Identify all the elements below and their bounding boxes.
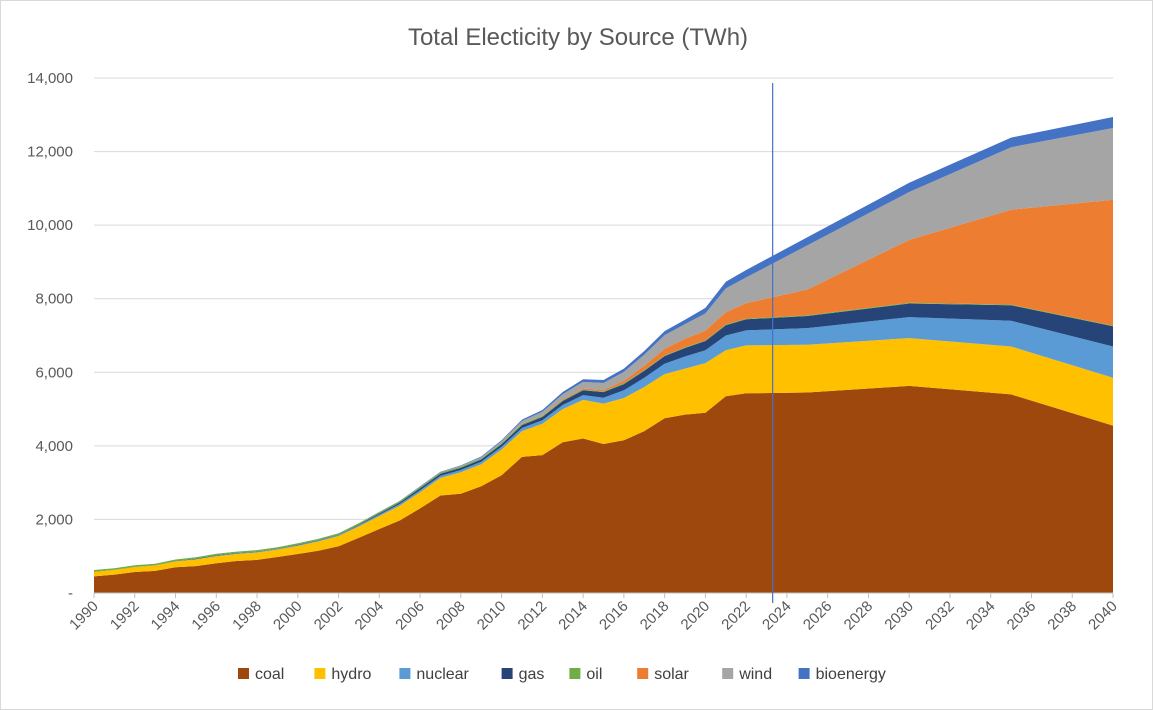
legend-item-solar: solar — [637, 666, 690, 683]
x-tick-label: 2018 — [637, 598, 673, 634]
legend-label-nuclear: nuclear — [416, 666, 469, 683]
x-tick-label: 1996 — [188, 598, 224, 634]
x-tick-label: 2040 — [1085, 598, 1121, 634]
y-tick-label: 4,000 — [35, 438, 73, 455]
legend-label-hydro: hydro — [331, 666, 371, 683]
chart-title: Total Electicity by Source (TWh) — [408, 24, 748, 51]
x-tick-label: 1994 — [148, 598, 184, 634]
legend: coal hydro nuclear gas oil solar wind bioenergy — [238, 666, 886, 683]
legend-item-bioenergy: bioenergy — [798, 666, 886, 683]
x-tick-label: 2004 — [352, 598, 388, 634]
legend-item-hydro: hydro — [314, 666, 372, 683]
legend-swatch-bioenergy — [798, 668, 810, 679]
x-tick-label: 2038 — [1044, 598, 1080, 634]
legend-swatch-nuclear — [399, 668, 411, 679]
legend-label-solar: solar — [654, 666, 689, 683]
legend-label-gas: gas — [519, 666, 545, 683]
x-tick-label: 2000 — [270, 598, 306, 634]
x-tick-label: 2008 — [433, 598, 469, 634]
x-tick-label: 2014 — [555, 598, 591, 634]
legend-label-wind: wind — [738, 666, 772, 683]
x-tick-label: 2002 — [311, 598, 347, 634]
y-tick-label: 14,000 — [27, 70, 73, 87]
y-tick-label: 12,000 — [27, 144, 73, 161]
x-tick-label: 2024 — [759, 598, 795, 634]
legend-item-wind: wind — [722, 666, 772, 683]
legend-item-coal: coal — [238, 666, 284, 683]
x-tick-label: 2032 — [922, 598, 958, 634]
legend-swatch-coal — [238, 668, 249, 679]
grid-layer — [94, 77, 1113, 520]
x-tick-label: 2022 — [718, 598, 754, 634]
legend-swatch-oil — [569, 668, 581, 679]
x-tick-label: 2028 — [841, 598, 877, 634]
legend-item-oil: oil — [569, 666, 602, 683]
area-hydro — [94, 338, 1113, 577]
y-tick-label: - — [68, 585, 73, 602]
x-tick-label: 2030 — [881, 598, 917, 634]
legend-item-gas: gas — [501, 666, 545, 683]
x-tick-label: 2020 — [678, 598, 714, 634]
x-tick-label: 1990 — [66, 598, 102, 634]
legend-swatch-wind — [722, 668, 734, 679]
x-tick-label: 2016 — [596, 598, 632, 634]
area-solar — [94, 199, 1113, 571]
area-wind — [94, 128, 1113, 570]
x-tick-label: 1998 — [229, 598, 265, 634]
x-tick-label: 2006 — [392, 598, 428, 634]
y-tick-label: 2,000 — [35, 511, 73, 528]
y-tick-label: 10,000 — [27, 217, 73, 234]
x-tick-label: 2036 — [1004, 598, 1040, 634]
legend-swatch-gas — [501, 668, 513, 679]
legend-label-oil: oil — [586, 666, 602, 683]
area-layer — [94, 117, 1113, 593]
x-tick-label: 2026 — [800, 598, 836, 634]
x-tick-label: 2034 — [963, 598, 999, 634]
legend-item-nuclear: nuclear — [399, 666, 470, 683]
area-nuclear — [94, 317, 1113, 572]
y-tick-label: 8,000 — [35, 291, 73, 308]
legend-swatch-solar — [637, 668, 649, 679]
x-tick-label: 1992 — [107, 598, 143, 634]
y-tick-label: 6,000 — [35, 364, 73, 381]
legend-label-bioenergy: bioenergy — [816, 666, 886, 683]
x-tick-label: 2012 — [515, 598, 551, 634]
area-coal — [94, 385, 1113, 593]
legend-swatch-hydro — [314, 668, 326, 679]
legend-label-coal: coal — [255, 666, 284, 683]
x-tick-label: 2010 — [474, 598, 510, 634]
